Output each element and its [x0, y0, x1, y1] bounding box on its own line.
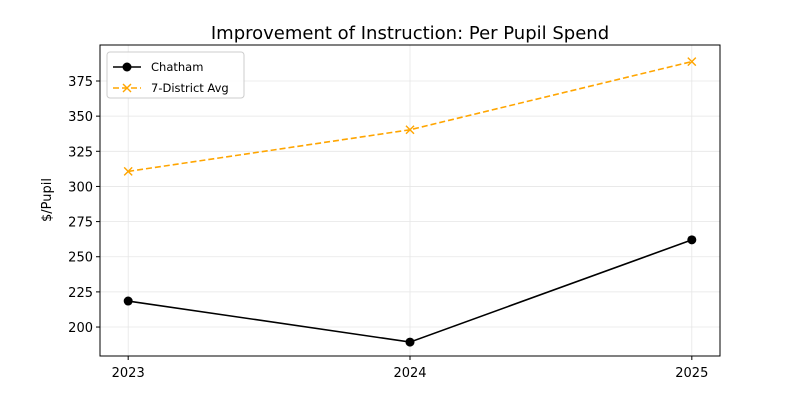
data-point-7-district-avg [123, 166, 133, 176]
data-point-chatham [405, 337, 415, 347]
y-tick-label: 250 [68, 251, 93, 266]
y-tick-label: 325 [68, 145, 93, 160]
data-point-7-district-avg [405, 125, 415, 135]
y-tick-label: 300 [68, 180, 93, 195]
x-tick-label: 2023 [112, 366, 145, 381]
x-marker-stroke [405, 125, 415, 135]
y-tick-label: 200 [68, 321, 93, 336]
x-marker-stroke [122, 83, 132, 93]
x-tick-label: 2025 [675, 366, 708, 381]
y-tick-label: 225 [68, 286, 93, 301]
y-axis-label: $/Pupil [40, 178, 55, 222]
x-marker-stroke [123, 166, 133, 176]
legend-label-7-district-avg: 7-District Avg [151, 81, 229, 95]
x-tick-label: 2024 [393, 366, 426, 381]
chart-title: Improvement of Instruction: Per Pupil Sp… [211, 23, 609, 44]
data-point-7-district-avg [687, 57, 697, 67]
legend-label-chatham: Chatham [151, 60, 203, 74]
data-point-chatham [687, 235, 697, 245]
legend-marker-7-district-avg [122, 83, 132, 93]
legend-box [106, 51, 245, 99]
plot-frame [99, 44, 721, 357]
legend-marker-chatham [122, 62, 132, 72]
y-tick-label: 375 [68, 75, 93, 90]
y-tick-label: 275 [68, 216, 93, 231]
data-point-chatham [123, 296, 133, 306]
ticks: 2023 2024 2025 200 225 250 275 300 325 350 375 [68, 75, 708, 381]
y-tick-label: 350 [68, 110, 93, 125]
legend: Chatham 7-District Avg [106, 51, 245, 99]
series [123, 57, 697, 347]
x-marker-stroke [687, 57, 697, 67]
